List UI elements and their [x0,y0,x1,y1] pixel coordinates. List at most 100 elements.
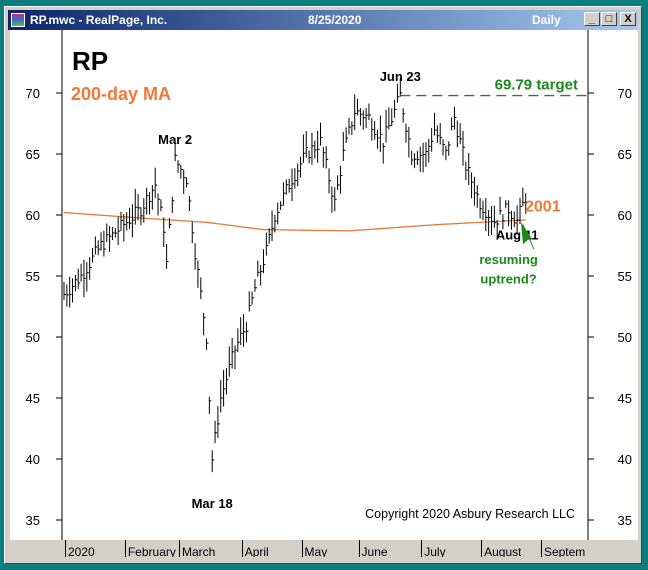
price-bar [123,214,126,242]
maximize-button[interactable]: □ [601,12,617,26]
price-bar [379,115,383,152]
price-bar [225,368,229,395]
price-bar [345,127,349,144]
price-bar [120,211,123,232]
price-bar [302,134,306,163]
price-bar [522,187,525,207]
month-label: Septem [540,540,585,557]
price-bar [74,274,78,292]
price-bar [146,187,149,215]
price-bar [92,247,95,263]
price-bar [459,123,463,144]
y-tick-label: 55 [618,269,632,284]
y-tick-label: 45 [618,391,632,406]
price-bar [471,172,474,199]
price-bar [211,450,215,473]
price-bar [220,379,223,413]
y-tick-label: 55 [26,269,40,284]
price-bar [263,249,266,274]
annotation-label: uptrend? [480,271,536,286]
price-bar [465,161,468,180]
price-bar [106,223,109,243]
month-label: April [241,540,269,557]
price-bar [479,198,483,219]
price-bar [97,240,101,256]
price-bar [137,194,141,221]
y-tick-label: 65 [618,147,632,162]
y-tick-label: 45 [26,391,40,406]
price-bar [456,120,460,148]
target-label: 69.79 target [495,77,578,94]
window-title: RP.mwc - RealPage, Inc. [30,13,168,27]
price-bar [425,142,428,167]
date-axis[interactable]: 2020 February March April May June July August S… [58,540,588,562]
price-bar [268,228,272,244]
price-bar [391,108,394,127]
annotation-label: Mar 18 [192,496,233,511]
price-bar [131,204,135,238]
y-tick-label: 40 [618,452,632,467]
price-bar [183,169,186,194]
price-bar [291,168,294,202]
price-bar [194,243,198,270]
price-bar [234,345,237,370]
price-bar [325,146,329,169]
minimize-button[interactable]: _ [584,12,600,26]
price-bar [260,264,263,286]
price-bar [149,192,152,215]
annotation-label: resuming [479,252,538,267]
month-label: February [124,540,176,557]
price-bar [405,123,408,143]
price-bar [277,202,280,225]
chart-area: 35 35 40 40 45 45 50 50 55 55 60 60 65 65 70 70 69.79 ta… [10,30,638,540]
price-bar [80,263,84,282]
annotation-label: Jun 23 [380,69,421,84]
price-bar [103,230,106,257]
price-bar [186,177,189,188]
price-bar [117,216,121,246]
price-bar [72,278,75,303]
price-bar [237,328,240,353]
price-bar [297,163,300,187]
month-label: August [481,540,521,557]
price-bar [473,176,477,206]
price-bar [243,314,246,347]
ma200-line [63,211,526,232]
price-bar [436,125,440,143]
price-bar [248,291,252,312]
price-bar [513,211,517,228]
price-bar [285,179,289,195]
price-bar [342,131,346,162]
price-bar [519,197,522,225]
price-bar [445,145,448,161]
price-bar [240,317,243,345]
price-bar [314,140,317,159]
price-bar [308,150,312,164]
price-bar [251,291,255,305]
price-bar [86,262,89,292]
price-bar [354,94,357,131]
price-bar [111,226,115,241]
price-chart: 35 35 40 40 45 45 50 50 55 55 60 60 65 65 70 70 69.79 ta… [26,30,632,540]
price-bar [434,112,437,136]
price-bar [331,186,334,213]
month-label: 2020 [65,540,95,557]
price-bar [508,200,511,227]
price-bar [365,108,369,129]
price-bar [177,160,180,173]
price-bar [317,130,320,163]
title-bar[interactable]: RP.mwc - RealPage, Inc. 8/25/2020 Daily … [8,10,638,30]
close-button[interactable]: X [620,12,636,26]
price-bar [100,232,104,251]
price-bar [448,141,451,156]
price-bar [217,405,220,439]
price-bar [414,153,417,169]
price-bar [66,284,69,307]
price-bar [482,200,485,220]
price-bar [271,210,275,242]
price-bar [311,132,314,165]
price-bar [265,232,269,256]
price-bar [382,142,386,164]
price-bar [89,257,92,280]
price-bar [516,205,520,235]
